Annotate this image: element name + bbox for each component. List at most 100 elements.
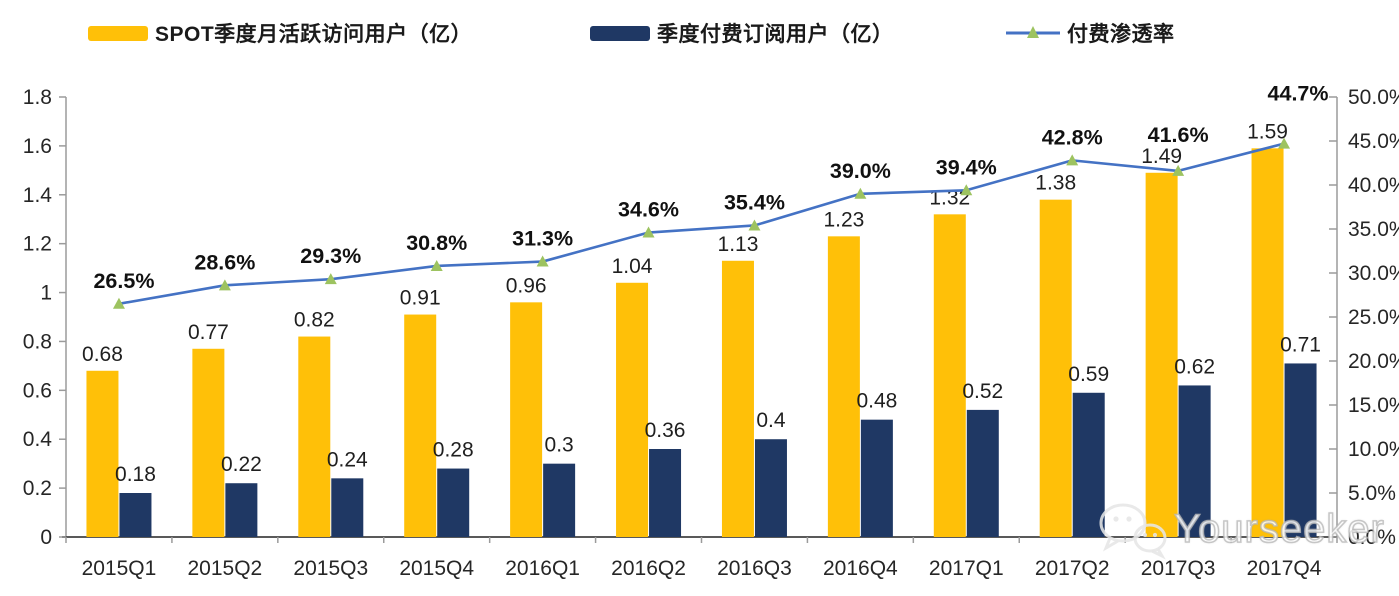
x-axis-label-2015Q4: 2015Q4 bbox=[399, 557, 474, 580]
paid-subs-legend-swatch bbox=[590, 25, 650, 41]
bar-label-mau-2017Q4: 1.59 bbox=[1247, 120, 1288, 143]
bar-paid-subs-2015Q1 bbox=[119, 493, 152, 537]
bar-paid-subs-2016Q3 bbox=[754, 439, 787, 537]
bar-label-paid-subs-2015Q2: 0.22 bbox=[221, 453, 262, 476]
bar-label-paid-subs-2017Q4: 0.71 bbox=[1280, 333, 1321, 356]
line-marker-2015Q3 bbox=[324, 273, 337, 285]
right-axis-tick-label: 45.0% bbox=[1348, 130, 1399, 153]
bar-mau-2016Q1 bbox=[510, 302, 543, 537]
pct-label-2016Q3: 35.4% bbox=[724, 190, 785, 214]
bar-label-paid-subs-2015Q4: 0.28 bbox=[433, 439, 474, 462]
line-marker-2016Q3 bbox=[748, 219, 761, 231]
bar-mau-2016Q2 bbox=[616, 282, 649, 537]
penetration-line bbox=[118, 142, 1285, 306]
right-axis-tick-label: 10.0% bbox=[1348, 438, 1399, 461]
bar-paid-subs-2015Q4 bbox=[437, 468, 470, 537]
legend-item-penetration: 付费渗透率 bbox=[1006, 18, 1175, 48]
bar-label-mau-2016Q4: 1.23 bbox=[823, 208, 864, 231]
pct-label-2016Q1: 31.3% bbox=[512, 227, 573, 251]
right-axis-tick-label: 30.0% bbox=[1348, 262, 1399, 285]
bar-label-mau-2015Q3: 0.82 bbox=[294, 309, 335, 332]
line-marker-2015Q1 bbox=[112, 297, 125, 309]
bar-label-paid-subs-2017Q1: 0.52 bbox=[962, 380, 1003, 403]
right-axis-tick-label: 20.0% bbox=[1348, 350, 1399, 373]
bar-paid-subs-2017Q4 bbox=[1284, 363, 1317, 537]
bar-paid-subs-2016Q2 bbox=[649, 449, 682, 537]
bar-label-paid-subs-2016Q2: 0.36 bbox=[645, 419, 686, 442]
paid-subs-legend-label: 季度付费订阅用户（亿） bbox=[657, 23, 894, 46]
left-axis-tick-label: 1.4 bbox=[23, 184, 53, 207]
pct-label-2016Q2: 34.6% bbox=[618, 198, 679, 222]
bar-label-mau-2017Q2: 1.38 bbox=[1035, 172, 1076, 195]
right-axis-tick-label: 0.0% bbox=[1348, 526, 1396, 549]
bar-label-mau-2015Q2: 0.77 bbox=[188, 321, 229, 344]
line-marker-2017Q1 bbox=[960, 184, 973, 196]
right-axis-tick-label: 35.0% bbox=[1348, 218, 1399, 241]
line-marker-2015Q4 bbox=[430, 259, 443, 271]
x-axis-label-2016Q1: 2016Q1 bbox=[505, 557, 580, 580]
line-marker-2017Q2 bbox=[1066, 154, 1079, 166]
bar-label-paid-subs-2017Q3: 0.62 bbox=[1174, 355, 1215, 378]
bar-label-mau-2016Q2: 1.04 bbox=[612, 255, 653, 278]
bar-paid-subs-2015Q3 bbox=[331, 478, 364, 537]
bar-paid-subs-2017Q3 bbox=[1178, 385, 1211, 537]
left-axis-tick-label: 1.2 bbox=[23, 233, 52, 256]
left-axis-tick-label: 1.6 bbox=[23, 135, 52, 158]
pct-label-2015Q1: 26.5% bbox=[93, 269, 154, 293]
bar-paid-subs-2016Q1 bbox=[543, 463, 576, 537]
left-axis-tick-label: 0.2 bbox=[23, 477, 52, 500]
bar-label-mau-2015Q1: 0.68 bbox=[82, 343, 123, 366]
left-axis-tick-label: 1 bbox=[40, 282, 52, 305]
line-marker-2015Q2 bbox=[218, 279, 231, 291]
pct-label-2015Q4: 30.8% bbox=[406, 231, 467, 255]
bar-mau-2015Q1 bbox=[86, 370, 119, 537]
bar-paid-subs-2017Q2 bbox=[1072, 392, 1105, 537]
bar-label-paid-subs-2017Q2: 0.59 bbox=[1068, 363, 1109, 386]
left-axis-tick-label: 0.6 bbox=[23, 379, 52, 402]
right-axis-tick-label: 25.0% bbox=[1348, 306, 1399, 329]
bar-label-paid-subs-2015Q1: 0.18 bbox=[115, 463, 156, 486]
left-axis-tick-label: 1.8 bbox=[23, 86, 52, 109]
bar-paid-subs-2016Q4 bbox=[860, 419, 893, 537]
mau-legend-label: SPOT季度月活跃访问用户（亿） bbox=[155, 23, 473, 46]
pct-label-2015Q2: 28.6% bbox=[194, 250, 255, 274]
right-axis-tick-label: 40.0% bbox=[1348, 174, 1399, 197]
line-marker-2016Q1 bbox=[536, 255, 549, 267]
line-marker-legend-icon bbox=[1006, 26, 1060, 38]
left-axis-tick-label: 0 bbox=[40, 526, 52, 549]
bar-mau-2016Q4 bbox=[827, 236, 860, 538]
bar-mau-2017Q2 bbox=[1039, 199, 1072, 537]
bar-label-paid-subs-2016Q4: 0.48 bbox=[856, 390, 897, 413]
bar-paid-subs-2017Q1 bbox=[966, 409, 999, 537]
right-axis-tick-label: 5.0% bbox=[1348, 482, 1396, 505]
right-axis-tick-label: 50.0% bbox=[1348, 86, 1399, 109]
x-axis-label-2017Q2: 2017Q2 bbox=[1035, 557, 1110, 580]
bar-mau-2017Q4 bbox=[1251, 148, 1284, 538]
bar-label-paid-subs-2015Q3: 0.24 bbox=[327, 448, 368, 471]
bar-mau-2017Q1 bbox=[933, 214, 966, 538]
pct-label-2017Q3: 41.6% bbox=[1148, 123, 1209, 147]
bar-label-paid-subs-2016Q1: 0.3 bbox=[545, 434, 574, 457]
bar-label-mau-2016Q3: 1.13 bbox=[718, 233, 759, 256]
bar-mau-2015Q3 bbox=[298, 336, 331, 537]
x-axis-label-2016Q4: 2016Q4 bbox=[823, 557, 898, 580]
bar-paid-subs-2015Q2 bbox=[225, 483, 258, 537]
pct-label-2017Q1: 39.4% bbox=[936, 155, 997, 179]
x-axis-label-2017Q1: 2017Q1 bbox=[929, 557, 1004, 580]
x-axis-label-2015Q1: 2015Q1 bbox=[82, 557, 157, 580]
left-axis-tick-label: 0.8 bbox=[23, 330, 52, 353]
pct-label-2017Q4: 44.7% bbox=[1268, 82, 1329, 106]
left-axis-tick-label: 0.4 bbox=[23, 428, 53, 451]
x-axis-label-2016Q3: 2016Q3 bbox=[717, 557, 792, 580]
pct-label-2015Q3: 29.3% bbox=[300, 244, 361, 268]
bar-label-paid-subs-2016Q3: 0.4 bbox=[756, 409, 786, 432]
pct-label-2017Q2: 42.8% bbox=[1042, 125, 1103, 149]
bar-label-mau-2015Q4: 0.91 bbox=[400, 287, 441, 310]
line-marker-2017Q3 bbox=[1172, 164, 1185, 176]
bar-mau-2017Q3 bbox=[1145, 172, 1178, 537]
line-marker-2017Q4 bbox=[1278, 137, 1291, 149]
legend-item-paid-subs: 季度付费订阅用户（亿） bbox=[590, 18, 894, 48]
pct-label-2016Q4: 39.0% bbox=[830, 159, 891, 183]
